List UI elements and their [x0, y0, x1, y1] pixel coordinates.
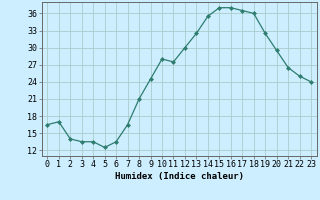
X-axis label: Humidex (Indice chaleur): Humidex (Indice chaleur)	[115, 172, 244, 181]
